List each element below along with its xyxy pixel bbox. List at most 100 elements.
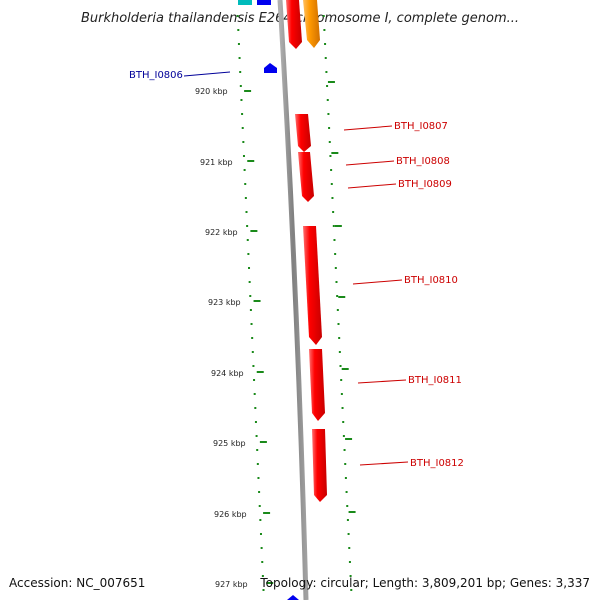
ruler-minor-tick [242,141,245,143]
ruler-minor-tick [344,477,347,479]
ruler-minor-tick [325,71,328,73]
ruler-minor-tick [342,435,345,437]
ruler-major-tick [263,512,271,514]
gene-red-partial[interactable] [286,0,302,49]
ruler-outer-major-tick [338,296,346,298]
ruler-minor-tick [346,519,349,521]
ruler-minor-tick [242,155,245,157]
ruler-ticks [236,15,356,591]
ruler-minor-tick [348,561,351,563]
ruler-major-tick [266,582,274,584]
ruler-minor-tick [337,323,340,325]
gene-arrow-bth-i0811[interactable] [309,349,325,421]
ruler-minor-tick [236,15,239,17]
ruler-minor-tick [334,253,337,255]
ruler-minor-tick [237,43,240,45]
gene-blue-partial[interactable] [257,0,271,5]
ruler-minor-tick [241,127,244,129]
ruler-minor-tick [331,197,334,199]
gene-arrow-bth-i0812[interactable] [312,429,327,502]
ruler-minor-tick [338,337,341,339]
ruler-minor-tick [238,57,241,59]
ruler-minor-tick [330,169,333,171]
ruler-outer-major-tick [348,511,356,513]
gene-arrow-bth-i0808[interactable] [298,152,314,202]
ruler-minor-tick [333,239,336,241]
ruler-minor-tick [258,491,261,493]
ruler-minor-tick [339,365,342,367]
ruler-minor-tick [334,267,337,269]
ruler-minor-tick [257,477,260,479]
ruler-minor-tick [344,463,347,465]
gene-arrow-bth-i0806[interactable] [264,63,277,73]
ruler-minor-tick [253,393,256,395]
ruler-minor-tick [323,29,326,31]
ruler-minor-tick [249,295,252,297]
ruler-minor-tick [256,449,259,451]
ruler-minor-tick [261,575,264,577]
ruler-minor-tick [251,337,254,339]
gene-arrow-bth-i0810[interactable] [303,226,322,345]
ruler-major-tick [253,300,261,302]
gene-cyan-partial[interactable] [238,0,252,5]
ruler-label-923: 923 kbp [208,298,241,307]
gene-arrow-bottom-partial[interactable] [287,595,299,600]
ruler-minor-tick [338,351,341,353]
ruler-minor-tick [332,225,335,227]
ruler-minor-tick [343,449,346,451]
ruler-minor-tick [350,589,353,591]
ruler-major-tick [256,371,264,373]
ruler-minor-tick [244,183,247,185]
gene-label-bth-i0811[interactable]: BTH_I0811 [408,375,462,386]
ruler-minor-tick [244,197,247,199]
ruler-minor-tick [330,183,333,185]
ruler-major-tick [250,230,258,232]
ruler-minor-tick [262,589,265,591]
ruler-minor-tick [340,379,343,381]
ruler-minor-tick [328,141,331,143]
ruler-major-tick [247,160,255,162]
ruler-label-920: 920 kbp [195,87,228,96]
ruler-minor-tick [239,71,242,73]
ruler-minor-tick [248,281,251,283]
gene-label-bth-i0806[interactable]: BTH_I0806 [129,70,183,81]
ruler-outer-major-tick [327,81,335,83]
chromosome-backbone [277,0,309,600]
gene-label-bth-i0810[interactable]: BTH_I0810 [404,275,458,286]
gene-label-bth-i0808[interactable]: BTH_I0808 [396,156,450,167]
ruler-minor-tick [249,309,252,311]
gene-leader-bth-i0807 [343,125,393,131]
gene-leader-bth-i0810 [352,279,403,285]
ruler-minor-tick [349,575,352,577]
ruler-minor-tick [241,113,244,115]
ruler-minor-tick [348,547,351,549]
gene-label-bth-i0809[interactable]: BTH_I0809 [398,179,452,190]
ruler-minor-tick [347,533,350,535]
ruler-minor-tick [326,99,329,101]
gene-leader-bth-i0809 [347,183,397,189]
ruler-minor-tick [258,505,261,507]
gene-leader-bth-i0811 [357,379,407,384]
ruler-minor-tick [259,519,262,521]
gene-label-bth-i0812[interactable]: BTH_I0812 [410,458,464,469]
ruler-minor-tick [326,85,329,87]
gene-arrow-bth-i0807[interactable] [295,114,311,152]
ruler-label-927: 927 kbp [215,580,248,589]
ruler-major-tick [244,90,252,92]
ruler-minor-tick [250,323,253,325]
ruler-minor-tick [260,547,263,549]
ruler-minor-tick [261,561,264,563]
ruler-minor-tick [336,309,339,311]
gene-label-bth-i0807[interactable]: BTH_I0807 [394,121,448,132]
ruler-outer-major-tick [334,225,342,227]
gene-orange-partial[interactable] [303,0,320,48]
ruler-minor-tick [248,267,251,269]
ruler-label-922: 922 kbp [205,228,238,237]
ruler-minor-tick [341,407,344,409]
ruler-minor-tick [243,169,246,171]
topology-summary: Topology: circular; Length: 3,809,201 bp… [260,576,590,590]
ruler-minor-tick [251,351,254,353]
ruler-minor-tick [346,505,349,507]
ruler-label-921: 921 kbp [200,158,233,167]
